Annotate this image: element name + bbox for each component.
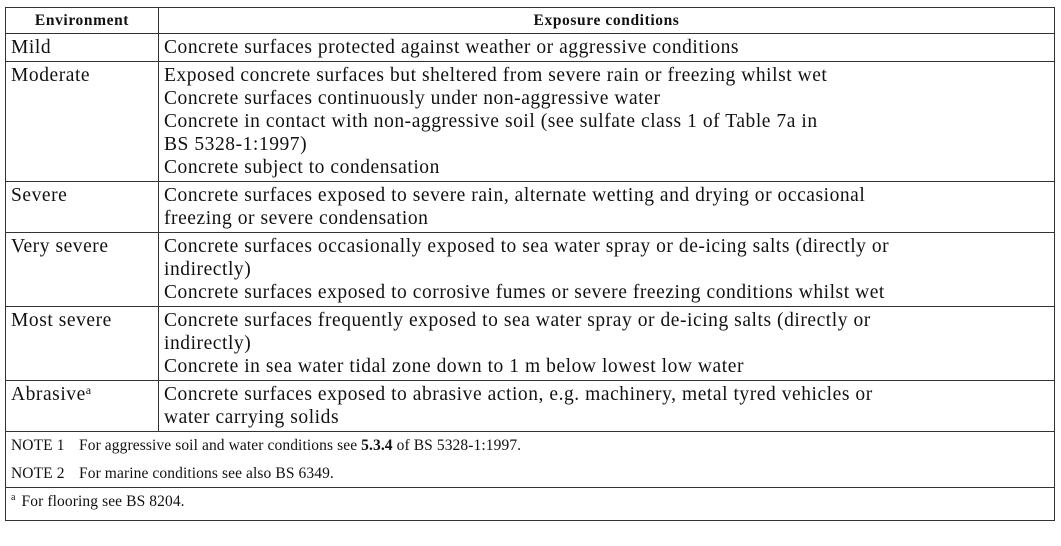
environment-label: Moderate (11, 65, 91, 86)
condition-line: Concrete in sea water tidal zone down to… (164, 356, 744, 377)
footnote-cell: a For flooring see BS 8204. (5, 487, 1055, 521)
conditions-cell: Concrete surfaces exposed to abrasive ac… (158, 380, 1055, 432)
table-row: Very severe Concrete surfaces occasionall… (5, 232, 1055, 307)
footnote-text: For flooring see BS 8204. (21, 493, 185, 510)
condition-line: Concrete surfaces protected against weat… (164, 37, 740, 58)
condition-line: Concrete surfaces exposed to severe rain… (164, 185, 866, 206)
condition-line: Concrete surfaces exposed to corrosive f… (164, 282, 885, 303)
table-row: Severe Concrete surfaces exposed to sever… (5, 181, 1055, 233)
notes-row: NOTE 1 For aggressive soil and water cond… (5, 431, 1055, 488)
note-line: NOTE 2 For marine conditions see also BS … (11, 465, 1049, 483)
environment-label: Abrasive (11, 384, 86, 405)
conditions-cell: Exposed concrete surfaces but sheltered … (158, 61, 1055, 182)
condition-line: indirectly) (164, 259, 252, 280)
note-line: NOTE 1 For aggressive soil and water cond… (11, 437, 1049, 455)
environment-cell: Moderate (5, 61, 159, 182)
table-row: Abrasivea Concrete surfaces exposed to ab… (5, 380, 1055, 432)
table-row: Moderate Exposed concrete surfaces but sh… (5, 61, 1055, 182)
conditions-cell: Concrete surfaces occasionally exposed t… (158, 232, 1055, 307)
environment-cell: Severe (5, 181, 159, 233)
table-row: Most severe Concrete surfaces frequently … (5, 306, 1055, 381)
header-exposure-conditions: Exposure conditions (158, 7, 1055, 34)
condition-line: BS 5328-1:1997) (164, 134, 308, 155)
condition-line: Concrete surfaces exposed to abrasive ac… (164, 384, 873, 405)
condition-line: water carrying solids (164, 407, 340, 428)
condition-line: Concrete surfaces continuously under non… (164, 88, 661, 109)
environment-cell: Most severe (5, 306, 159, 381)
note-clause-ref: 5.3.4 (361, 437, 393, 454)
condition-line: indirectly) (164, 333, 252, 354)
footnote-marker: a (11, 492, 16, 503)
header-environment: Environment (5, 7, 159, 34)
environment-cell: Very severe (5, 232, 159, 307)
condition-line: Concrete surfaces frequently exposed to … (164, 310, 871, 331)
condition-line: Concrete in contact with non-aggressive … (164, 111, 818, 132)
conditions-cell: Concrete surfaces protected against weat… (158, 33, 1055, 62)
environment-label: Severe (11, 185, 68, 206)
footnote-row: a For flooring see BS 8204. (5, 487, 1055, 521)
conditions-cell: Concrete surfaces exposed to severe rain… (158, 181, 1055, 233)
note-text-end: of BS 5328-1:1997. (392, 437, 522, 454)
environment-label: Mild (11, 37, 52, 58)
table-row: Mild Concrete surfaces protected against … (5, 33, 1055, 62)
footnote-marker: a (85, 383, 92, 397)
condition-line: Exposed concrete surfaces but sheltered … (164, 65, 828, 86)
conditions-cell: Concrete surfaces frequently exposed to … (158, 306, 1055, 381)
header-row: Environment Exposure conditions (5, 7, 1055, 34)
note-text: For aggressive soil and water conditions… (79, 437, 362, 454)
note-label: NOTE 1 (11, 437, 65, 454)
environment-label: Very severe (11, 236, 109, 257)
note-label: NOTE 2 (11, 465, 65, 482)
environment-label: Most severe (11, 310, 112, 331)
condition-line: Concrete surfaces occasionally exposed t… (164, 236, 890, 257)
exposure-conditions-table: Environment Exposure conditions Mild Conc… (5, 7, 1055, 521)
note-text: For marine conditions see also BS 6349. (79, 465, 334, 482)
notes-cell: NOTE 1 For aggressive soil and water cond… (5, 431, 1055, 488)
condition-line: Concrete subject to condensation (164, 157, 440, 178)
environment-cell: Mild (5, 33, 159, 62)
condition-line: freezing or severe condensation (164, 208, 429, 229)
environment-cell: Abrasivea (5, 380, 159, 432)
